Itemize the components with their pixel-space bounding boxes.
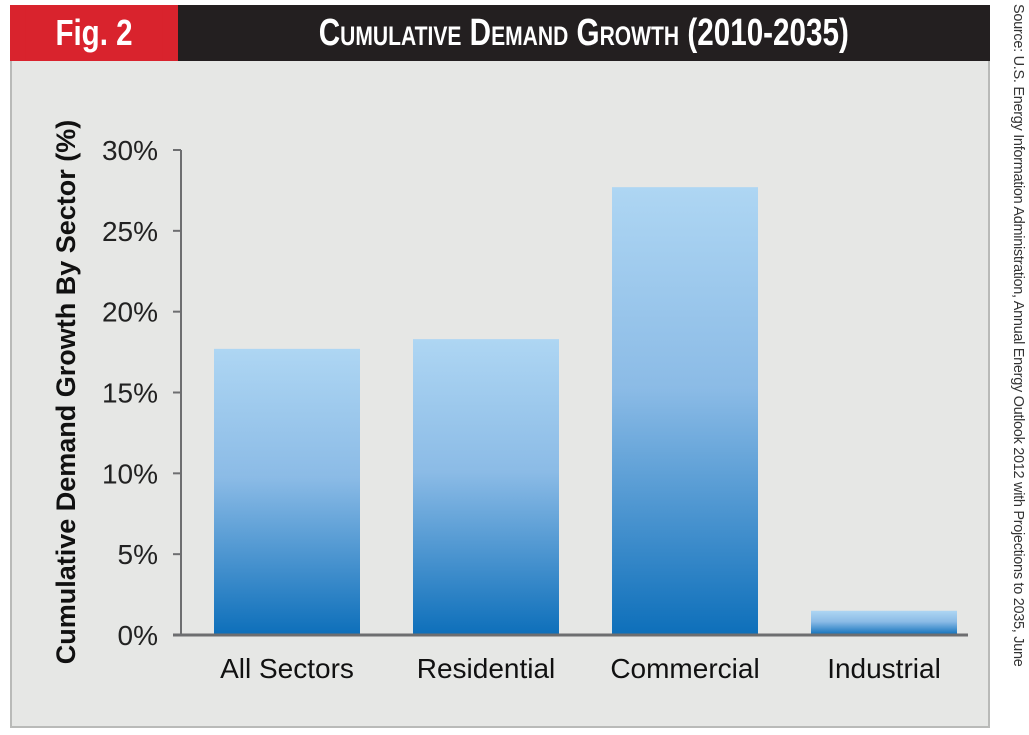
figure-tag: Fig. 2 bbox=[25, 5, 163, 61]
y-tick-label: 30% bbox=[102, 135, 158, 166]
y-tick-label: 20% bbox=[102, 297, 158, 328]
bars bbox=[214, 187, 957, 635]
figure-header: Fig. 2 Cumulative Demand Growth (2010-20… bbox=[10, 5, 990, 61]
x-axis-labels: All Sectors Residential Commercial Industri… bbox=[220, 653, 941, 684]
x-tick-label: Commercial bbox=[610, 653, 759, 684]
y-tick-label: 15% bbox=[102, 378, 158, 409]
bar-all-sectors bbox=[214, 348, 360, 635]
figure-tag-box: Fig. 2 bbox=[10, 5, 178, 61]
bar-commercial bbox=[612, 187, 758, 635]
x-tick-label: Residential bbox=[417, 653, 556, 684]
x-tick-label: Industrial bbox=[827, 653, 941, 684]
bar-industrial bbox=[811, 610, 957, 635]
bar-residential bbox=[413, 339, 559, 635]
y-tick-label: 5% bbox=[118, 539, 158, 570]
y-axis-label: Cumulative Demand Growth By Sector (%) bbox=[51, 120, 81, 665]
y-axis-ticks: 0% 5% 10% 15% 20% 25% 30% bbox=[102, 135, 181, 651]
y-tick-label: 25% bbox=[102, 216, 158, 247]
chart-title: Cumulative Demand Growth (2010-2035) bbox=[318, 11, 850, 54]
y-tick-label: 0% bbox=[118, 620, 158, 651]
title-bar: Cumulative Demand Growth (2010-2035) bbox=[178, 5, 990, 61]
x-tick-label: All Sectors bbox=[220, 653, 354, 684]
y-tick-label: 10% bbox=[102, 458, 158, 489]
